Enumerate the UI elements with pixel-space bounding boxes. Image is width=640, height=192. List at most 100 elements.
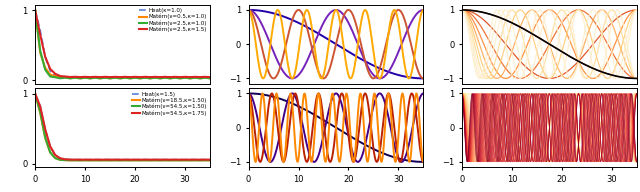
Matérn(ν=2.5,κ=1.0)	[106, 77, 114, 79]
Matérn(ν=2.5,κ=1.0)	[61, 76, 69, 79]
Heat(κ=1.5)	[106, 159, 114, 161]
Matérn(ν=2.5,κ=1.5)	[46, 68, 54, 70]
Matérn(ν=2.5,κ=1.0)	[156, 77, 164, 79]
Matérn(ν=54.5,κ=1.75)	[76, 159, 84, 161]
Matérn(ν=54.5,κ=1.75)	[186, 159, 194, 161]
Matérn(ν=54.5,κ=1.50)	[126, 159, 134, 161]
Matérn(ν=54.5,κ=1.75)	[56, 157, 64, 159]
Matérn(ν=18.5,κ=1.50)	[126, 159, 134, 161]
Matérn(ν=0.5,κ=1.0)	[42, 67, 49, 69]
Matérn(ν=54.5,κ=1.50)	[206, 159, 214, 161]
Matérn(ν=2.5,κ=1.0)	[141, 77, 149, 79]
Heat(κ=1.0)	[122, 76, 129, 78]
Heat(κ=1.0)	[76, 76, 84, 78]
Matérn(ν=54.5,κ=1.50)	[76, 159, 84, 161]
Matérn(ν=54.5,κ=1.75)	[101, 158, 109, 161]
Heat(κ=1.0)	[141, 76, 149, 78]
Matérn(ν=2.5,κ=1.5)	[131, 76, 139, 78]
Matérn(ν=0.5,κ=1.0)	[136, 77, 144, 79]
Heat(κ=1.0)	[92, 76, 99, 78]
Matérn(ν=2.5,κ=1.5)	[126, 76, 134, 78]
Matérn(ν=54.5,κ=1.75)	[147, 159, 154, 161]
Matérn(ν=2.5,κ=1.5)	[206, 76, 214, 78]
Heat(κ=1.5)	[206, 159, 214, 161]
Heat(κ=1.5)	[71, 159, 79, 161]
Matérn(ν=2.5,κ=1.0)	[42, 69, 49, 71]
Matérn(ν=0.5,κ=1.0)	[76, 77, 84, 79]
Heat(κ=1.0)	[71, 76, 79, 78]
Heat(κ=1.5)	[81, 159, 89, 161]
Matérn(ν=2.5,κ=1.5)	[67, 76, 74, 78]
Matérn(ν=2.5,κ=1.0)	[56, 77, 64, 79]
Matérn(ν=2.5,κ=1.0)	[81, 77, 89, 79]
Matérn(ν=0.5,κ=1.0)	[46, 74, 54, 76]
Matérn(ν=18.5,κ=1.50)	[186, 159, 194, 161]
Matérn(ν=2.5,κ=1.0)	[147, 77, 154, 79]
Matérn(ν=0.5,κ=1.0)	[151, 76, 159, 79]
Line: Matérn(ν=18.5,κ=1.50): Matérn(ν=18.5,κ=1.50)	[35, 94, 210, 160]
Matérn(ν=2.5,κ=1.0)	[71, 77, 79, 79]
Heat(κ=1.0)	[31, 9, 39, 12]
Matérn(ν=0.5,κ=1.0)	[191, 76, 199, 79]
Matérn(ν=2.5,κ=1.0)	[131, 77, 139, 79]
Matérn(ν=18.5,κ=1.50)	[181, 159, 189, 161]
Matérn(ν=2.5,κ=1.5)	[71, 76, 79, 78]
Matérn(ν=0.5,κ=1.0)	[131, 76, 139, 79]
Matérn(ν=2.5,κ=1.0)	[181, 77, 189, 79]
Heat(κ=1.0)	[106, 76, 114, 78]
Heat(κ=1.0)	[36, 29, 44, 32]
Heat(κ=1.0)	[42, 56, 49, 58]
Matérn(ν=18.5,κ=1.50)	[156, 159, 164, 161]
Matérn(ν=2.5,κ=1.5)	[156, 76, 164, 78]
Matérn(ν=2.5,κ=1.5)	[136, 76, 144, 78]
Matérn(ν=54.5,κ=1.75)	[201, 158, 209, 161]
Matérn(ν=54.5,κ=1.50)	[61, 159, 69, 161]
Heat(κ=1.5)	[51, 154, 59, 156]
Matérn(ν=0.5,κ=1.0)	[71, 76, 79, 79]
Matérn(ν=54.5,κ=1.50)	[201, 159, 209, 161]
Matérn(ν=2.5,κ=1.5)	[42, 55, 49, 58]
Matérn(ν=18.5,κ=1.50)	[151, 159, 159, 161]
Matérn(ν=2.5,κ=1.0)	[176, 77, 184, 79]
Heat(κ=1.5)	[96, 159, 104, 161]
Matérn(ν=54.5,κ=1.50)	[161, 159, 169, 161]
Matérn(ν=2.5,κ=1.0)	[206, 77, 214, 79]
Matérn(ν=2.5,κ=1.5)	[51, 73, 59, 75]
Matérn(ν=54.5,κ=1.50)	[81, 159, 89, 161]
Matérn(ν=54.5,κ=1.50)	[141, 159, 149, 161]
Matérn(ν=2.5,κ=1.5)	[81, 76, 89, 78]
Matérn(ν=18.5,κ=1.50)	[81, 159, 89, 161]
Matérn(ν=2.5,κ=1.5)	[147, 76, 154, 78]
Heat(κ=1.0)	[96, 76, 104, 78]
Heat(κ=1.5)	[92, 159, 99, 161]
Matérn(ν=54.5,κ=1.50)	[181, 159, 189, 161]
Matérn(ν=54.5,κ=1.75)	[172, 158, 179, 161]
Matérn(ν=54.5,κ=1.50)	[96, 159, 104, 161]
Matérn(ν=18.5,κ=1.50)	[141, 159, 149, 161]
Matérn(ν=2.5,κ=1.5)	[176, 76, 184, 78]
Matérn(ν=54.5,κ=1.75)	[42, 128, 49, 130]
Matérn(ν=54.5,κ=1.75)	[86, 159, 94, 161]
Matérn(ν=54.5,κ=1.50)	[71, 159, 79, 161]
Heat(κ=1.0)	[116, 76, 124, 78]
Heat(κ=1.5)	[186, 159, 194, 161]
Matérn(ν=2.5,κ=1.5)	[96, 76, 104, 78]
Matérn(ν=54.5,κ=1.50)	[151, 159, 159, 161]
Heat(κ=1.0)	[61, 76, 69, 78]
Matérn(ν=18.5,κ=1.50)	[71, 159, 79, 161]
Matérn(ν=2.5,κ=1.0)	[96, 77, 104, 79]
Matérn(ν=54.5,κ=1.75)	[92, 158, 99, 161]
Heat(κ=1.5)	[166, 159, 174, 161]
Matérn(ν=54.5,κ=1.50)	[46, 151, 54, 154]
Matérn(ν=2.5,κ=1.5)	[161, 76, 169, 78]
Matérn(ν=54.5,κ=1.50)	[196, 159, 204, 161]
Heat(κ=1.0)	[101, 76, 109, 78]
Matérn(ν=54.5,κ=1.50)	[86, 159, 94, 161]
Matérn(ν=54.5,κ=1.75)	[191, 158, 199, 161]
Matérn(ν=0.5,κ=1.0)	[181, 76, 189, 79]
Heat(κ=1.0)	[196, 76, 204, 78]
Line: Matérn(ν=54.5,κ=1.50): Matérn(ν=54.5,κ=1.50)	[35, 94, 210, 160]
Matérn(ν=0.5,κ=1.0)	[51, 75, 59, 77]
Heat(κ=1.0)	[172, 76, 179, 78]
Matérn(ν=0.5,κ=1.0)	[166, 77, 174, 79]
